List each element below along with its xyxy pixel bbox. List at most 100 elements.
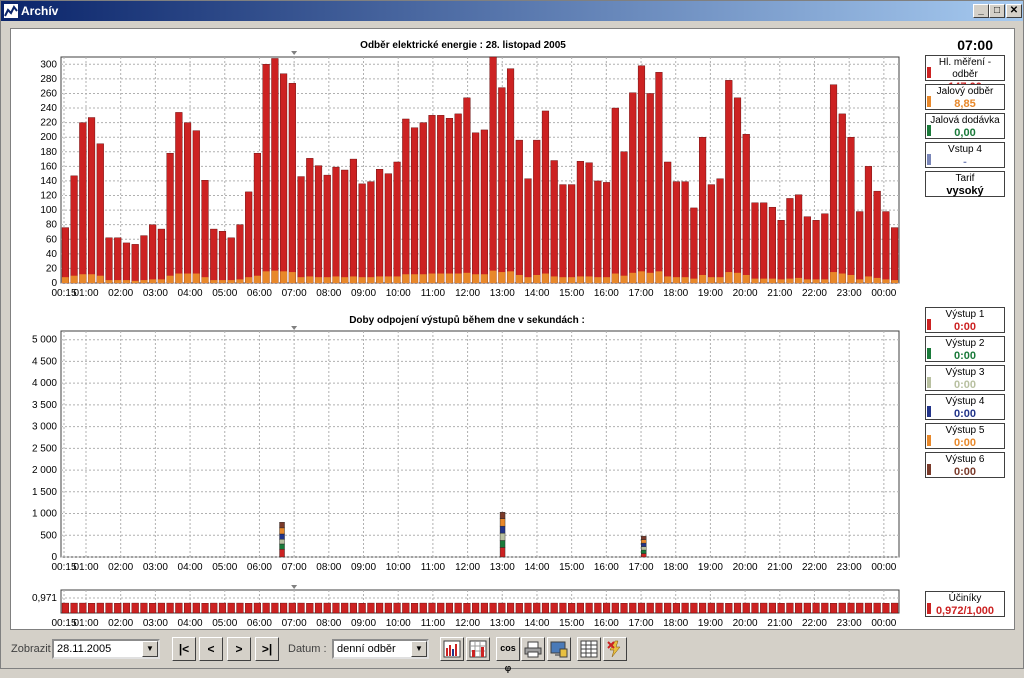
next-button[interactable]: >	[227, 637, 251, 661]
reactive-bar	[489, 270, 497, 283]
first-button[interactable]: |<	[172, 637, 196, 661]
reactive-bar	[376, 276, 383, 283]
indicator-2[interactable]: Jalový odběr 8,85	[925, 84, 1005, 110]
reactive-bar	[88, 274, 95, 283]
energy-chart: 0 20 40 60 80 100 120 140 160 180 200 220 240 260 280 3…	[40, 51, 900, 299]
reactive-bar	[332, 276, 340, 283]
grid-chart-button[interactable]	[466, 637, 490, 661]
output-indicator-6[interactable]: Výstup 6 0:00	[925, 452, 1005, 478]
reactive-bar	[297, 277, 305, 283]
x-tick-label: 23:00	[837, 288, 862, 299]
power-factor-bar	[480, 602, 488, 614]
mode-combo[interactable]: denní odběr ▼	[332, 639, 429, 659]
maximize-button[interactable]: □	[989, 4, 1005, 18]
indicator-3[interactable]: Jalová dodávka 0,00	[925, 113, 1005, 139]
output-indicator-5[interactable]: Výstup 5 0:00	[925, 423, 1005, 449]
chevron-down-icon[interactable]: ▼	[142, 641, 158, 657]
y-tick-label: 200	[40, 132, 57, 143]
close-button[interactable]: ✕	[1006, 4, 1022, 18]
disconnect-segment	[279, 522, 285, 529]
x-tick-label: 06:00	[247, 618, 272, 629]
output-indicator-2[interactable]: Výstup 2 0:00	[925, 336, 1005, 362]
power-factor-bar	[323, 602, 331, 614]
y-tick-label: 4 000	[32, 378, 57, 389]
energy-bar	[61, 227, 69, 284]
output-indicator-3[interactable]: Výstup 3 0:00	[925, 365, 1005, 391]
chevron-down-icon[interactable]: ▼	[411, 641, 427, 657]
power-factor-bar	[131, 602, 139, 614]
prev-button[interactable]: <	[199, 637, 223, 661]
indicator-5[interactable]: Tarif vysoký	[925, 171, 1005, 197]
reactive-bar	[725, 272, 733, 283]
reactive-bar	[166, 275, 174, 283]
x-tick-label: 21:00	[767, 288, 792, 299]
power-factor-bar	[803, 602, 811, 614]
x-tick-label: 13:00	[490, 562, 515, 573]
energy-bar	[751, 202, 759, 284]
power-factor-bar	[568, 603, 576, 614]
bar-chart-button[interactable]	[440, 637, 464, 661]
energy-bar	[690, 207, 698, 284]
energy-bar	[437, 115, 445, 284]
x-tick-label: 20:00	[733, 562, 758, 573]
y-tick-label: 0	[51, 278, 57, 289]
disconnect-segment	[499, 512, 506, 519]
output-indicator-1[interactable]: Výstup 1 0:00	[925, 307, 1005, 333]
power-factor-bar	[795, 602, 803, 614]
energy-bar	[838, 113, 846, 284]
app-icon	[4, 4, 18, 18]
reactive-bar	[568, 277, 576, 283]
y-tick-label: 240	[40, 103, 57, 114]
x-tick-label: 14:00	[524, 618, 549, 629]
minimize-button[interactable]: _	[973, 4, 989, 18]
reactive-bar	[629, 272, 637, 283]
power-factor-bar	[175, 602, 183, 614]
reactive-bar	[315, 277, 322, 283]
date-combo[interactable]: 28.11.2005 ▼	[52, 639, 160, 659]
x-tick-label: 00:00	[871, 562, 896, 573]
reactive-bar	[288, 272, 296, 283]
y-tick-label: 0,971	[32, 593, 57, 604]
indicator-value: 8,85	[954, 98, 976, 110]
power-factor-box[interactable]: Účiníky 0,972/1,000	[925, 591, 1005, 617]
energy-bar	[314, 165, 323, 284]
output-indicator-label: Výstup 5	[945, 425, 985, 436]
energy-bar	[716, 178, 724, 284]
x-tick-label: 10:00	[386, 288, 411, 299]
cos-phi-button[interactable]: cos φ	[496, 637, 520, 673]
reactive-bar	[585, 276, 593, 283]
energy-bar	[524, 178, 532, 284]
power-factor-bar	[777, 603, 785, 614]
energy-bar	[419, 122, 427, 284]
power-factor-bar	[271, 602, 279, 614]
power-off-button[interactable]	[603, 637, 627, 661]
x-tick-label: 13:00	[490, 618, 515, 629]
reactive-bar	[865, 276, 872, 283]
table-button[interactable]	[577, 637, 601, 661]
indicator-1[interactable]: Hl. měření - odběr147,00	[925, 55, 1005, 93]
x-tick-label: 19:00	[698, 288, 723, 299]
reactive-bar	[262, 271, 270, 283]
indicator-label: Vstup 4	[948, 144, 982, 155]
energy-bar	[463, 97, 471, 284]
reactive-bar	[341, 277, 349, 283]
print-button[interactable]	[521, 637, 545, 661]
energy-bar	[803, 216, 811, 284]
reactive-bar	[795, 277, 802, 283]
x-tick-label: 19:00	[698, 618, 723, 629]
power-factor-bar	[114, 603, 122, 614]
export-button[interactable]	[547, 637, 571, 661]
output-indicator-4[interactable]: Výstup 4 0:00	[925, 394, 1005, 420]
reactive-bar	[140, 280, 148, 283]
reactive-bar	[114, 280, 122, 283]
power-factor-bar	[201, 603, 209, 614]
energy-bar	[760, 202, 768, 284]
reactive-bar	[481, 274, 488, 283]
last-button[interactable]: >|	[255, 637, 279, 661]
energy-bar	[376, 169, 384, 284]
energy-bar	[550, 160, 558, 284]
y-tick-label: 2 500	[32, 443, 57, 454]
energy-bar	[664, 161, 672, 284]
indicator-4[interactable]: Vstup 4-	[925, 142, 1005, 168]
power-factor-bar	[821, 602, 829, 614]
